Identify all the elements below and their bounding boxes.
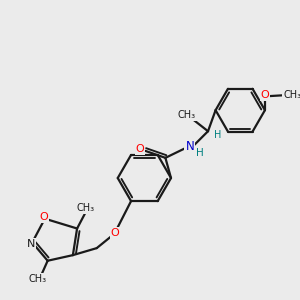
Text: CH₃: CH₃ [178,110,196,120]
Text: CH₃: CH₃ [283,90,300,100]
Text: O: O [261,90,269,100]
Text: CH₃: CH₃ [29,274,47,284]
Text: CH₃: CH₃ [76,203,94,213]
Text: H: H [196,148,204,158]
Text: O: O [136,144,145,154]
Text: O: O [39,212,48,222]
Text: O: O [111,228,119,238]
Text: H: H [214,130,221,140]
Text: N: N [185,140,194,153]
Text: N: N [27,239,35,249]
